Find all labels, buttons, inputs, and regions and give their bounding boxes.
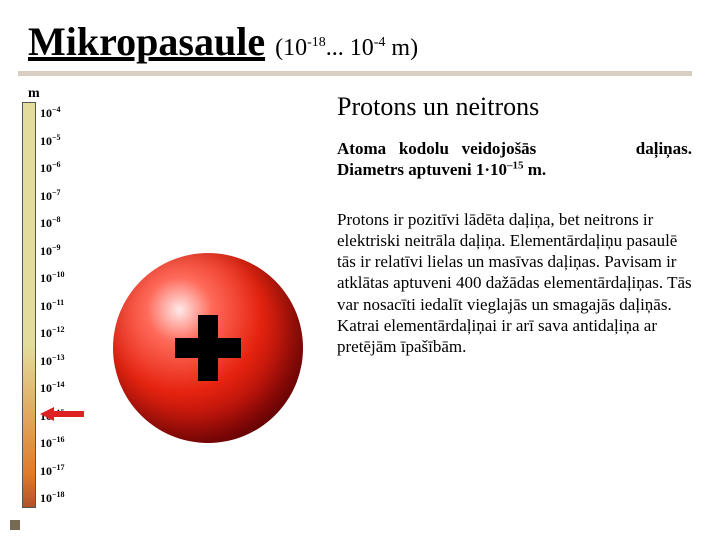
bold-description: Atoma kodolu veidojošās daļiņas. Diametr… (337, 138, 692, 181)
body-paragraph: Protons ir pozitīvi lādēta daļiņa, bet n… (337, 209, 692, 358)
arrow-indicator (40, 407, 84, 421)
scale-tick: 10−10 (40, 270, 65, 286)
scale-tick: 10−16 (40, 435, 65, 451)
corner-decoration (10, 520, 20, 530)
scale-tick: 10−8 (40, 215, 61, 231)
scale-tick: 10−17 (40, 463, 65, 479)
proton-sphere (113, 253, 303, 443)
scale-bar (22, 102, 36, 508)
title-main: Mikropasaule (28, 18, 265, 65)
right-column: Protons un neitrons Atoma kodolu veidojo… (337, 88, 692, 518)
scale-tick: 10−4 (40, 105, 61, 121)
scale-tick: 10−7 (40, 188, 61, 204)
scale-tick: 10−12 (40, 325, 65, 341)
scale-tick: 10−18 (40, 490, 65, 506)
slide-title: Mikropasaule (10-18... 10-4 m) (28, 18, 692, 65)
scale-tick: 10−9 (40, 243, 61, 259)
scale-unit: m (28, 86, 40, 102)
proton-illustration (113, 253, 303, 443)
scale-ticks: 10−4 10−5 10−6 10−7 10−8 10−9 10−10 10−11 10−12 1… (40, 102, 76, 508)
scale-tick: 10−14 (40, 380, 65, 396)
section-heading: Protons un neitrons (337, 92, 692, 122)
arrow-shaft (54, 411, 84, 417)
scale-tick: 10−13 (40, 353, 65, 369)
title-range: (10-18... 10-4 m) (275, 35, 418, 62)
arrow-head-icon (40, 407, 54, 421)
scale-tick: 10−11 (40, 298, 64, 314)
scale-ruler: m 10−4 10−5 10−6 10−7 10−8 10−9 10−10 10−11 10−1… (18, 88, 76, 508)
divider (18, 71, 692, 76)
scale-tick: 10−6 (40, 160, 61, 176)
scale-tick: 10−5 (40, 133, 61, 149)
left-column: m 10−4 10−5 10−6 10−7 10−8 10−9 10−10 10−11 10−1… (18, 88, 323, 518)
